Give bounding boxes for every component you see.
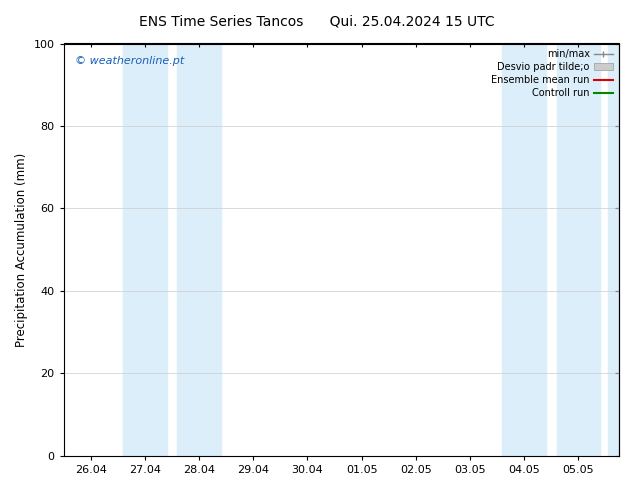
Y-axis label: Precipitation Accumulation (mm): Precipitation Accumulation (mm) <box>15 152 28 347</box>
Legend: min/max, Desvio padr tilde;o, Ensemble mean run, Controll run: min/max, Desvio padr tilde;o, Ensemble m… <box>488 46 617 102</box>
Text: ENS Time Series Tancos      Qui. 25.04.2024 15 UTC: ENS Time Series Tancos Qui. 25.04.2024 1… <box>139 15 495 29</box>
Bar <box>503 44 546 456</box>
Bar <box>123 44 167 456</box>
Bar <box>178 44 221 456</box>
Bar <box>608 44 619 456</box>
Text: © weatheronline.pt: © weatheronline.pt <box>75 56 184 66</box>
Bar <box>557 44 600 456</box>
